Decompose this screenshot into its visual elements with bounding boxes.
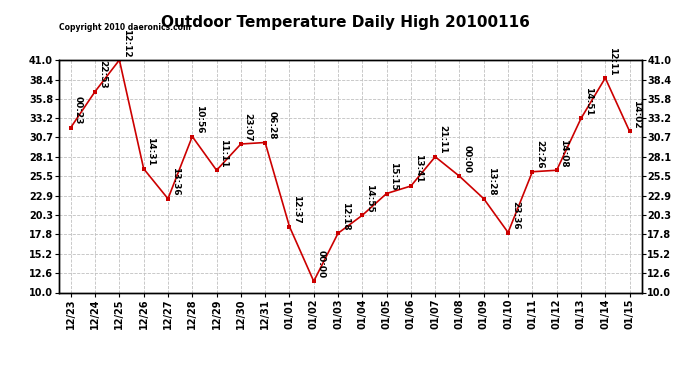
Text: Outdoor Temperature Daily High 20100116: Outdoor Temperature Daily High 20100116 — [161, 15, 529, 30]
Text: 12:11: 12:11 — [608, 46, 617, 75]
Text: 12:12: 12:12 — [122, 28, 131, 57]
Text: 10:56: 10:56 — [195, 105, 204, 134]
Text: 14:51: 14:51 — [584, 87, 593, 116]
Text: 00:00: 00:00 — [317, 251, 326, 279]
Text: 12:18: 12:18 — [341, 202, 350, 231]
Text: 11:11: 11:11 — [219, 139, 228, 168]
Text: 14:31: 14:31 — [146, 137, 155, 166]
Text: 14:08: 14:08 — [560, 139, 569, 168]
Text: 00:23: 00:23 — [74, 96, 83, 125]
Text: 13:41: 13:41 — [414, 154, 423, 183]
Text: 15:15: 15:15 — [389, 162, 398, 191]
Text: Copyright 2010 daeronics.com: Copyright 2010 daeronics.com — [59, 22, 190, 32]
Text: 14:55: 14:55 — [365, 184, 374, 213]
Text: 23:07: 23:07 — [244, 112, 253, 141]
Text: 23:36: 23:36 — [511, 201, 520, 230]
Text: 22:26: 22:26 — [535, 140, 544, 169]
Text: 13:28: 13:28 — [486, 167, 495, 196]
Text: 14:02: 14:02 — [632, 100, 641, 129]
Text: 21:11: 21:11 — [438, 125, 447, 154]
Text: 12:37: 12:37 — [293, 195, 302, 224]
Text: 22:53: 22:53 — [98, 60, 107, 89]
Text: 06:28: 06:28 — [268, 111, 277, 140]
Text: 13:36: 13:36 — [170, 167, 180, 196]
Text: 00:00: 00:00 — [462, 146, 471, 174]
